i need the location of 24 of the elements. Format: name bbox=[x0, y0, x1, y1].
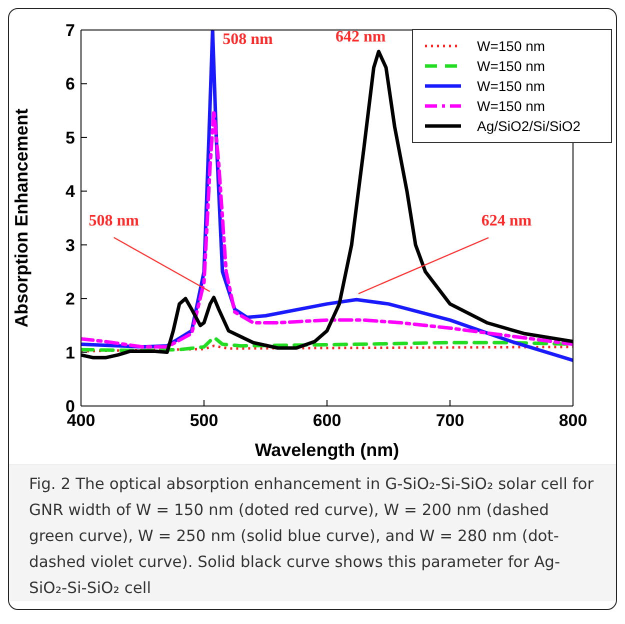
x-tick-label: 600 bbox=[312, 411, 342, 430]
y-tick-label: 1 bbox=[66, 343, 75, 362]
y-tick-label: 5 bbox=[66, 128, 75, 148]
y-tick-label: 4 bbox=[66, 182, 76, 202]
y-tick-label: 6 bbox=[66, 74, 75, 94]
annotation: 624 nm bbox=[481, 212, 532, 230]
legend-label: W=150 nm bbox=[477, 57, 546, 76]
legend-label: W=150 nm bbox=[477, 77, 546, 96]
y-axis-title: Absorption Enhancement bbox=[11, 108, 32, 328]
y-tick-label: 3 bbox=[66, 236, 75, 255]
legend-label: W=150 nm bbox=[477, 97, 546, 116]
x-tick-label: 500 bbox=[190, 411, 218, 430]
caption: Fig. 2 The optical absorption enhancement in G-SiO₂-Si-SiO₂ solar cell for GNR width of W = 150 nm (doted red curve), W = 200 nm (dashed green curve), W = 250 nm (solid blue curve), and W = 280 nm (dot-dashed violet curve). Solid black curve shows this parameter for Ag-SiO₂-Si-SiO₂ cell bbox=[9, 464, 616, 601]
x-tick-label: 800 bbox=[558, 411, 588, 430]
annotation: 642 nm bbox=[336, 28, 386, 46]
legend-label: W=150 nm bbox=[477, 37, 546, 56]
y-tick-label: 7 bbox=[66, 21, 75, 40]
annotation: 508 nm bbox=[88, 212, 140, 230]
y-tick-label: 2 bbox=[66, 290, 75, 309]
x-axis-title: Wavelength (nm) bbox=[254, 440, 400, 460]
legend-label: Ag/SiO2/Si/SiO2 bbox=[477, 117, 580, 136]
x-tick-label: 700 bbox=[436, 411, 464, 430]
annotation: 508 nm bbox=[222, 31, 274, 48]
x-tick-label: 400 bbox=[66, 411, 96, 430]
